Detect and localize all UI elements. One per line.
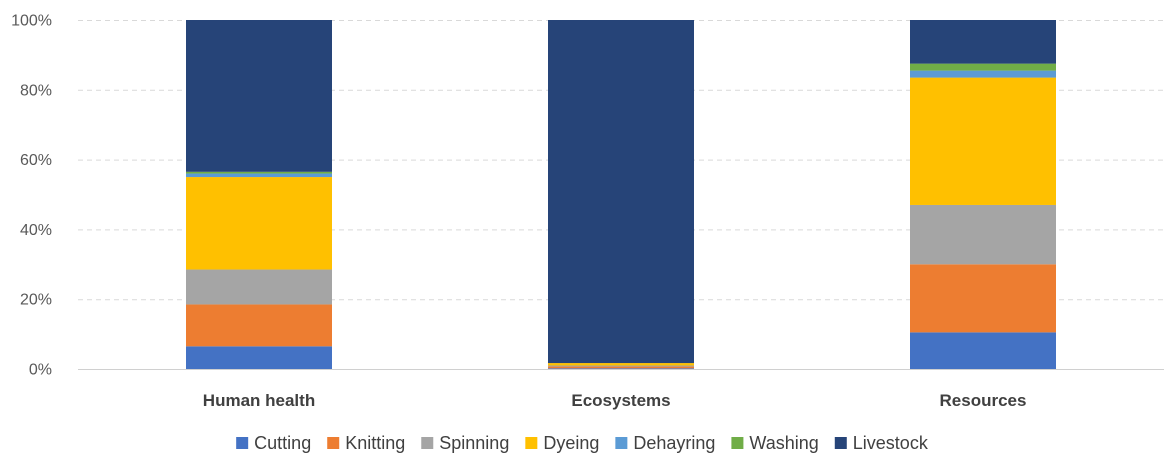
bar-segment-livestock: [186, 20, 332, 172]
bar-segment-cutting: [910, 332, 1056, 369]
bar-stack: [186, 20, 332, 369]
bar-segment-spinning: [548, 365, 694, 367]
bar-segment-knitting: [548, 366, 694, 369]
bar-segment-washing: [910, 63, 1056, 71]
bar-segment-dyeing: [910, 77, 1056, 205]
bar-segment-cutting: [186, 346, 332, 369]
legend-swatch: [236, 437, 249, 449]
bar-segment-dehayring: [186, 173, 332, 178]
bars: [186, 20, 1056, 369]
legend-label: Dehayring: [633, 433, 715, 453]
x-axis-categories: Human health Ecosystems Resources: [203, 391, 1027, 410]
x-category-label: Ecosystems: [571, 391, 670, 410]
bar-segment-spinning: [910, 204, 1056, 265]
bar-segment-livestock: [548, 20, 694, 364]
legend-swatch: [615, 437, 628, 449]
legend-label: Spinning: [439, 433, 509, 453]
legend-swatch: [421, 437, 434, 449]
legend-item: Cutting: [236, 433, 311, 453]
legend-label: Dyeing: [543, 433, 599, 453]
bar-segment-spinning: [186, 269, 332, 305]
legend-label: Cutting: [254, 433, 311, 453]
x-category-label: Resources: [940, 391, 1027, 410]
y-tick-label: 80%: [20, 82, 52, 99]
bar-segment-knitting: [186, 304, 332, 347]
bar-segment-cutting: [548, 368, 694, 369]
legend-swatch: [525, 437, 538, 449]
legend-item: Knitting: [327, 433, 405, 453]
legend-label: Livestock: [853, 433, 929, 453]
y-tick-label: 0%: [29, 362, 52, 379]
legend-swatch: [327, 437, 340, 449]
y-tick-label: 100%: [11, 13, 52, 30]
legend-label: Knitting: [345, 433, 405, 453]
bar-segment-livestock: [910, 20, 1056, 64]
y-tick-label: 20%: [20, 292, 52, 309]
legend-item: Washing: [731, 433, 819, 453]
legend-item: Dehayring: [615, 433, 715, 453]
bar-segment-dyeing: [186, 177, 332, 270]
bar-segment-dyeing: [548, 363, 694, 366]
legend-item: Livestock: [834, 433, 929, 453]
y-tick-label: 40%: [20, 222, 52, 239]
y-tick-label: 60%: [20, 152, 52, 169]
legend-swatch: [834, 437, 847, 449]
bar-stack: [548, 20, 694, 369]
legend-item: Dyeing: [525, 433, 599, 453]
bar-segment-dehayring: [910, 70, 1056, 78]
legend: Cutting Knitting Spinning Dyeing Dehayring Wa…: [236, 433, 929, 453]
y-axis-ticks: 0% 20% 40% 60% 80% 100%: [11, 13, 52, 379]
bar-segment-knitting: [910, 264, 1056, 333]
x-category-label: Human health: [203, 391, 315, 410]
legend-label: Washing: [749, 433, 818, 453]
legend-item: Spinning: [421, 433, 509, 453]
legend-swatch: [731, 437, 744, 449]
bar-stack: [910, 20, 1056, 369]
bar-segment-washing: [186, 171, 332, 174]
